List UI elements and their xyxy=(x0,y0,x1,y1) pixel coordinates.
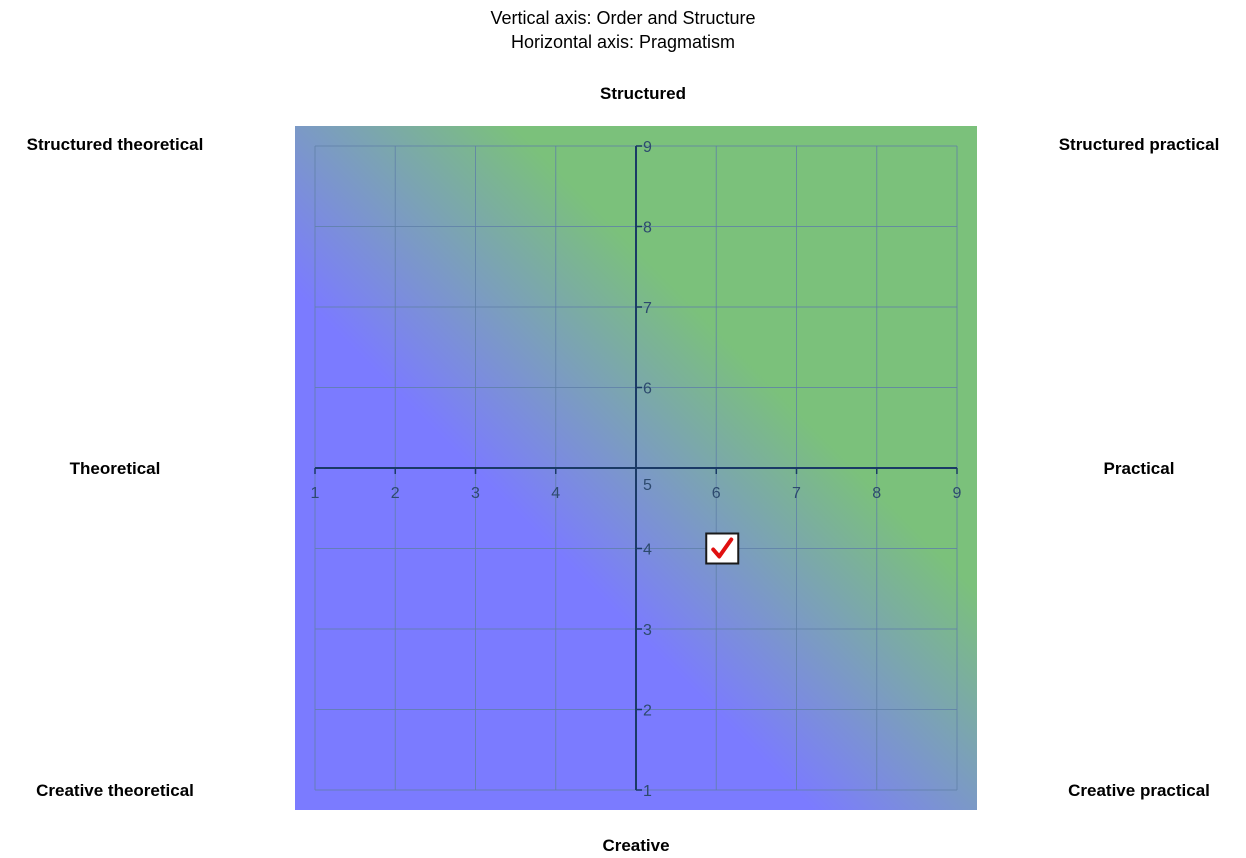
x-tick-label: 8 xyxy=(872,485,881,502)
checkmark-icon xyxy=(711,537,734,559)
x-tick-label: 6 xyxy=(712,485,721,502)
y-tick-label: 4 xyxy=(643,542,652,559)
marker-box xyxy=(705,532,740,565)
horizontal-axis-caption: Horizontal axis: Pragmatism xyxy=(510,32,736,52)
quadrant-plot: 1 2 3 4 6 7 8 9 1 2 3 4 5 6 7 8 9 xyxy=(295,126,977,810)
tick-labels: 1 2 3 4 6 7 8 9 1 2 3 4 5 6 7 8 9 xyxy=(311,139,962,800)
label-structured: Structured xyxy=(600,84,686,103)
y-tick-label: 9 xyxy=(643,139,652,156)
x-tick-label: 3 xyxy=(471,485,480,502)
vertical-axis-caption: Vertical axis: Order and Structure xyxy=(490,8,756,28)
quadrant-plot-svg: 1 2 3 4 6 7 8 9 1 2 3 4 5 6 7 8 9 xyxy=(295,126,977,810)
label-theoretical: Theoretical xyxy=(69,459,161,478)
label-practical: Practical xyxy=(1103,459,1175,478)
label-creative-theoretical: Creative theoretical xyxy=(36,781,194,800)
x-tick-label: 2 xyxy=(391,485,400,502)
label-structured-theoretical: Structured theoretical xyxy=(26,135,204,154)
y-tick-label: 1 xyxy=(643,783,652,800)
data-point xyxy=(705,532,740,565)
label-creative: Creative xyxy=(602,836,670,855)
y-tick-label: 5 xyxy=(643,477,652,494)
x-tick-label: 7 xyxy=(792,485,801,502)
x-tick-label: 9 xyxy=(953,485,962,502)
y-tick-label: 2 xyxy=(643,703,652,720)
y-tick-label: 7 xyxy=(643,300,652,317)
label-creative-practical: Creative practical xyxy=(1068,781,1210,800)
x-tick-label: 4 xyxy=(551,485,560,502)
axes xyxy=(314,145,958,791)
y-tick-label: 3 xyxy=(643,622,652,639)
data-points xyxy=(705,532,740,565)
label-structured-practical: Structured practical xyxy=(1058,135,1220,154)
x-tick-label: 1 xyxy=(311,485,320,502)
y-tick-label: 6 xyxy=(643,381,652,398)
chart-header: Vertical axis: Order and Structure Horiz… xyxy=(0,6,1246,54)
y-tick-label: 8 xyxy=(643,220,652,237)
